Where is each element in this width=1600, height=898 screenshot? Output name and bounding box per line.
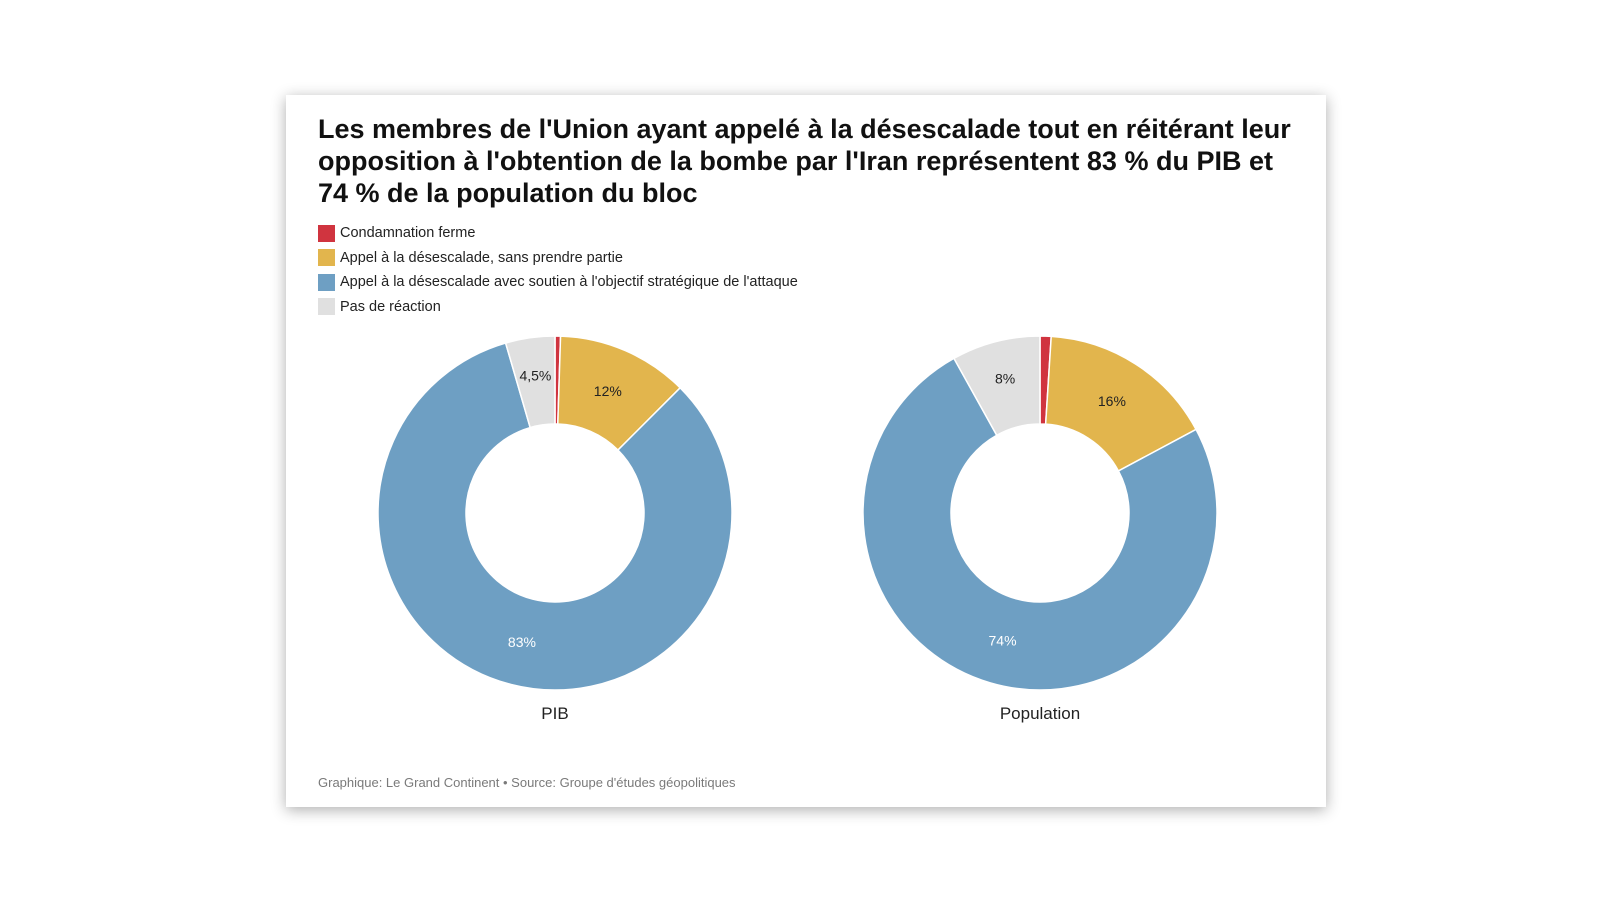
legend-swatch <box>318 273 335 291</box>
donut-charts: 12% 83% 4,5% PIB 16% 74% 8% Population <box>377 335 1218 723</box>
donut-slice <box>504 335 556 429</box>
donut-value-label: 8% <box>995 370 1015 386</box>
legend-swatch <box>318 298 335 316</box>
donut-value-label: 16% <box>1098 393 1126 409</box>
legend-label: Appel à la désescalade, sans prendre par… <box>340 249 623 266</box>
donut-value-label: 12% <box>594 383 622 399</box>
legend-swatch <box>318 249 335 267</box>
chart-source: Graphique: Le Grand Continent • Source: … <box>318 775 736 790</box>
donut-value-label: 83% <box>508 634 536 650</box>
donut-slice <box>1044 335 1198 472</box>
legend-item-desescalade-soutien: Appel à la désescalade avec soutien à l'… <box>318 270 798 295</box>
legend-item-pas-de-reaction: Pas de réaction <box>318 295 798 320</box>
chart-title: Les membres de l'Union ayant appelé à la… <box>318 114 1291 208</box>
legend-swatch <box>318 224 335 242</box>
legend-item-condamnation: Condamnation ferme <box>318 221 798 246</box>
chart-card: Les membres de l'Union ayant appelé à la… <box>286 95 1326 807</box>
legend-label: Pas de réaction <box>340 298 441 315</box>
legend: Condamnation ferme Appel à la désescalad… <box>318 221 798 319</box>
donut-caption: Population <box>1000 704 1080 723</box>
legend-label: Condamnation ferme <box>340 225 476 242</box>
legend-item-desescalade-neutre: Appel à la désescalade, sans prendre par… <box>318 246 798 271</box>
donut-value-label: 4,5% <box>519 367 551 383</box>
donut-slice <box>377 342 733 691</box>
donut-slice <box>862 357 1218 691</box>
legend-label: Appel à la désescalade avec soutien à l'… <box>340 274 798 291</box>
donut-value-label: 74% <box>989 633 1017 649</box>
donut-caption: PIB <box>541 704 568 723</box>
donut-slice <box>952 335 1041 437</box>
